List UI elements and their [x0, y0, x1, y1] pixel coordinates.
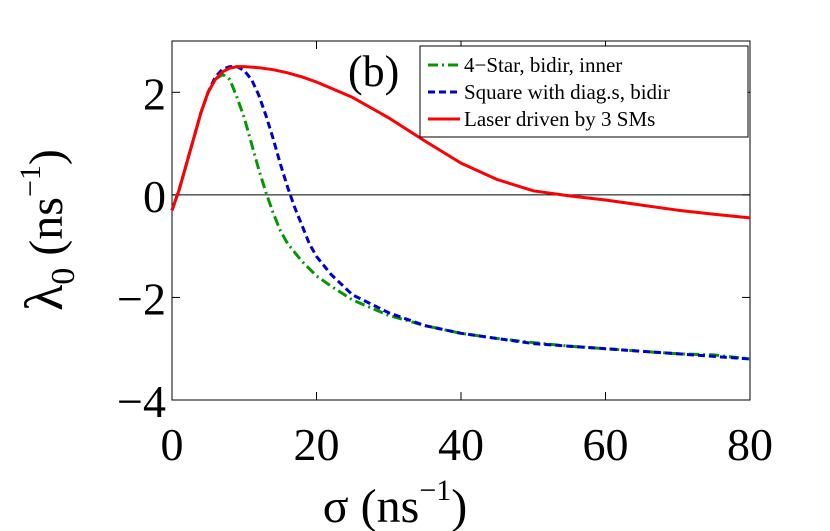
legend-label-2: Square with diag.s, bidir	[464, 80, 670, 104]
axes-layer: 0 20 40 60 80 −4 −2 0 2	[117, 40, 773, 470]
x-axis-unit-exp: −1	[419, 474, 451, 507]
y-axis-unit-exp: −1	[14, 165, 47, 197]
y-tick-label: 2	[143, 68, 166, 119]
y-tick-label: 0	[143, 171, 166, 222]
legend: 4−Star, bidir, inner Square with diag.s, …	[419, 45, 749, 138]
x-tick-label: 40	[438, 419, 484, 470]
y-tick-label: −2	[117, 273, 166, 324]
legend-label-1: 4−Star, bidir, inner	[464, 53, 622, 77]
y-axis-unit: (ns	[20, 197, 73, 268]
x-axis-unit: (ns	[349, 480, 420, 531]
x-axis-label: σ (ns−1)	[323, 474, 467, 531]
x-axis-symbol: σ	[323, 480, 349, 531]
x-axis-unit-close: )	[451, 480, 467, 531]
x-tick-label: 60	[583, 419, 629, 470]
y-axis-subscript: 0	[45, 268, 82, 285]
x-tick-label: 20	[294, 419, 340, 470]
legend-box	[419, 45, 749, 138]
legend-label-3: Laser driven by 3 SMs	[464, 107, 655, 131]
y-axis-unit-close: )	[20, 149, 73, 165]
x-tick-label: 0	[161, 419, 184, 470]
series-line-2	[170, 65, 751, 361]
panel-label: (b)	[348, 47, 399, 96]
series-layer	[170, 65, 751, 361]
y-axis-label: λ0 (ns−1)	[14, 149, 82, 311]
series-line-3	[170, 65, 751, 220]
y-tick-label: −4	[117, 376, 166, 427]
x-tick-label: 80	[727, 419, 773, 470]
y-axis-symbol: λ	[14, 285, 74, 311]
